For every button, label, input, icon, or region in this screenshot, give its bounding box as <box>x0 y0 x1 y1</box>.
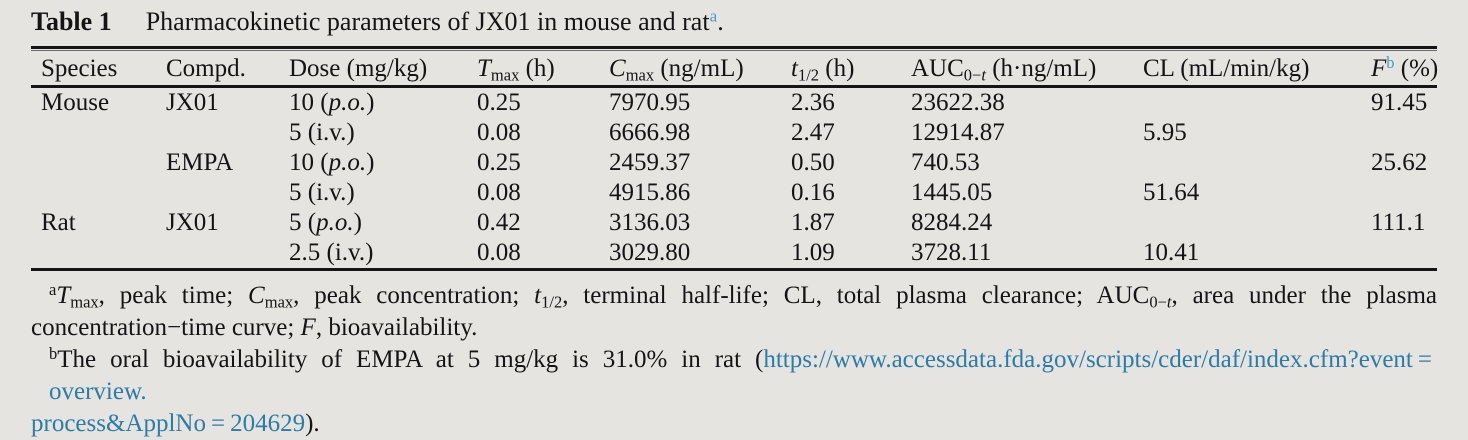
table-row: 2.5 (i.v.) 0.08 3029.80 1.09 3728.11 10.41 <box>31 238 1437 268</box>
cell-cmax: 3029.80 <box>609 239 691 266</box>
cell-compound <box>166 118 289 148</box>
column-header-cl: CL (mL/min/kg) <box>1143 54 1310 82</box>
cell-f <box>1371 118 1437 148</box>
header-rule <box>31 85 1437 88</box>
cell-auc: 740.53 <box>911 149 980 176</box>
cell-thalf: 2.36 <box>791 89 835 116</box>
table-caption-text: Pharmacokinetic parameters of JX01 in mo… <box>145 7 710 36</box>
footnote-b-text: The oral bioavailability of EMPA at 5 mg… <box>57 346 764 373</box>
cell-cl: 5.95 <box>1143 119 1187 146</box>
column-header-thalf: t1/2 (h) <box>791 54 855 85</box>
fda-link-continued[interactable]: process&ApplNo = 204629 <box>31 410 306 437</box>
cell-species <box>41 148 166 178</box>
cell-thalf: 1.87 <box>791 209 835 236</box>
cell-species: Rat <box>41 209 76 236</box>
cell-cmax: 6666.98 <box>609 119 691 146</box>
table-row: Mouse JX01 10 (p.o.) 0.25 7970.95 2.36 23622.3… <box>31 88 1437 118</box>
footnote-b-line1: bThe oral bioavailability of EMPA at 5 m… <box>31 344 1437 408</box>
paper-table-figure: Table 1 Pharmacokinetic parameters of JX… <box>31 0 1439 437</box>
column-header-cmax: Cmax (ng/mL) <box>609 54 744 85</box>
cell-cmax: 7970.95 <box>609 89 691 116</box>
cell-dose: 2.5 (i.v.) <box>289 239 374 266</box>
cell-tmax: 0.42 <box>477 209 521 236</box>
cell-cl <box>1143 88 1371 118</box>
cell-cl <box>1143 148 1371 178</box>
cell-cl: 51.64 <box>1143 179 1200 206</box>
cell-cl: 10.41 <box>1143 239 1200 266</box>
table-title: Table 1 Pharmacokinetic parameters of JX… <box>31 0 1437 46</box>
table-number: Table 1 <box>31 7 112 36</box>
cell-auc: 8284.24 <box>911 209 993 236</box>
cell-species <box>41 178 166 208</box>
cell-f: 111.1 <box>1371 209 1426 236</box>
cell-tmax: 0.25 <box>477 149 521 176</box>
table-row: Rat JX01 5 (p.o.) 0.42 3136.03 1.87 8284.24 111… <box>31 208 1437 238</box>
cell-cmax: 3136.03 <box>609 209 691 236</box>
cell-tmax: 0.08 <box>477 239 521 266</box>
footnote-b: bThe oral bioavailability of EMPA at 5 m… <box>31 344 1437 440</box>
cell-compound <box>166 238 289 268</box>
footnote-a-line1: aTmax, peak time; Cmax, peak concentrati… <box>49 279 1438 312</box>
footnote-a: aTmax, peak time; Cmax, peak concentrati… <box>31 280 1437 344</box>
cell-tmax: 0.25 <box>477 89 521 116</box>
cell-dose: 10 (p.o.) <box>289 89 375 116</box>
table-top-rule <box>31 46 1437 51</box>
cell-thalf: 2.47 <box>791 119 835 146</box>
table-caption-period: . <box>717 7 724 36</box>
cell-compound: JX01 <box>166 89 219 116</box>
cell-auc: 3728.11 <box>911 239 992 266</box>
cell-auc: 23622.38 <box>911 89 1005 116</box>
footnote-b-line2: process&ApplNo = 204629). <box>31 408 1437 440</box>
cell-species <box>41 238 166 268</box>
cell-species: Mouse <box>41 89 110 116</box>
cell-tmax: 0.08 <box>477 179 521 206</box>
table-row: 5 (i.v.) 0.08 4915.86 0.16 1445.05 51.64 <box>31 178 1437 208</box>
cell-f <box>1371 238 1437 268</box>
column-header-auc: AUC0−t (h·ng/mL) <box>911 54 1097 85</box>
table-row: EMPA 10 (p.o.) 0.25 2459.37 0.50 740.53 25.62 <box>31 148 1437 178</box>
column-header-species: Species <box>41 54 118 82</box>
cell-thalf: 1.09 <box>791 239 835 266</box>
table-row: 5 (i.v.) 0.08 6666.98 2.47 12914.87 5.95 <box>31 118 1437 148</box>
table-caption: Pharmacokinetic parameters of JX01 in mo… <box>146 7 724 37</box>
column-header-f: Fb (%) <box>1371 52 1439 82</box>
cell-cmax: 2459.37 <box>609 149 691 176</box>
cell-dose: 5 (i.v.) <box>289 119 355 146</box>
header-row: Species Compd. Dose (mg/kg) Tmax (h) Cmax (n… <box>31 51 1439 85</box>
footnote-a-line2: concentration−time curve; F, bioavailabi… <box>31 314 478 341</box>
cell-tmax: 0.08 <box>477 119 521 146</box>
cell-compound <box>166 178 289 208</box>
fda-link[interactable]: https://www.accessdata.fda.gov/scripts/c… <box>49 346 1437 405</box>
cell-species <box>41 118 166 148</box>
cell-cmax: 4915.86 <box>609 179 691 206</box>
cell-dose: 10 (p.o.) <box>289 149 375 176</box>
cell-thalf: 0.16 <box>791 179 835 206</box>
table-bottom-rule <box>31 268 1437 271</box>
cell-cl <box>1143 208 1371 238</box>
cell-f: 91.45 <box>1371 89 1428 116</box>
cell-dose: 5 (p.o.) <box>289 209 362 236</box>
cell-f <box>1371 178 1437 208</box>
footnotes: aTmax, peak time; Cmax, peak concentrati… <box>31 271 1437 440</box>
cell-auc: 1445.05 <box>911 179 993 206</box>
footnote-a-marker: a <box>709 6 718 26</box>
footnote-b-closing: ). <box>305 410 320 437</box>
cell-f: 25.62 <box>1371 149 1428 176</box>
cell-auc: 12914.87 <box>911 119 1005 146</box>
footnote-b-marker: b <box>49 343 58 363</box>
cell-compound: JX01 <box>166 209 219 236</box>
table-body: Mouse JX01 10 (p.o.) 0.25 7970.95 2.36 23622.3… <box>31 88 1437 268</box>
column-header-compound: Compd. <box>166 54 246 82</box>
column-header-dose: Dose (mg/kg) <box>289 54 428 82</box>
cell-compound: EMPA <box>166 149 234 176</box>
column-header-tmax: Tmax (h) <box>477 54 555 85</box>
cell-dose: 5 (i.v.) <box>289 179 355 206</box>
cell-thalf: 0.50 <box>791 149 835 176</box>
